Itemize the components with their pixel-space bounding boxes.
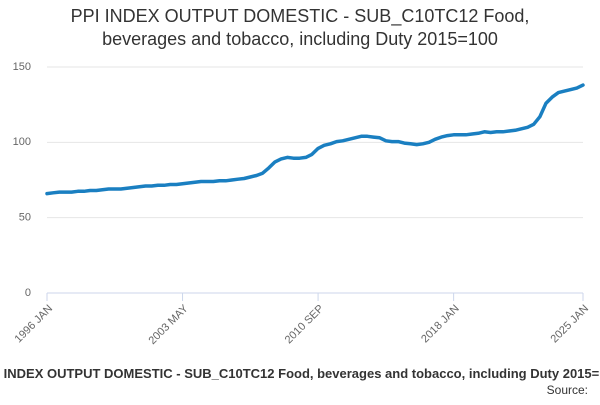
data-line — [45, 83, 585, 196]
x-tick-label: 1996 JAN — [13, 303, 56, 346]
chart-title: beverages and tobacco, including Duty 20… — [102, 29, 498, 49]
y-tick-label: 0 — [25, 287, 31, 299]
y-tick-label: 150 — [13, 61, 31, 73]
source: Source: — [547, 383, 588, 397]
y-tick-label: 50 — [19, 212, 31, 224]
x-tick-label: 2018 JAN — [419, 303, 462, 346]
x-tick-label: 2025 JAN — [549, 303, 592, 346]
chart-title: PPI INDEX OUTPUT DOMESTIC - SUB_C10TC12 … — [71, 6, 530, 27]
footer: PPI INDEX OUTPUT DOMESTIC - SUB_C10TC12 … — [0, 366, 600, 381]
y-tick-label: 100 — [13, 136, 31, 148]
x-tick-label: 2010 SEP — [283, 303, 327, 347]
x-tick-label: 2003 MAY — [146, 302, 191, 347]
